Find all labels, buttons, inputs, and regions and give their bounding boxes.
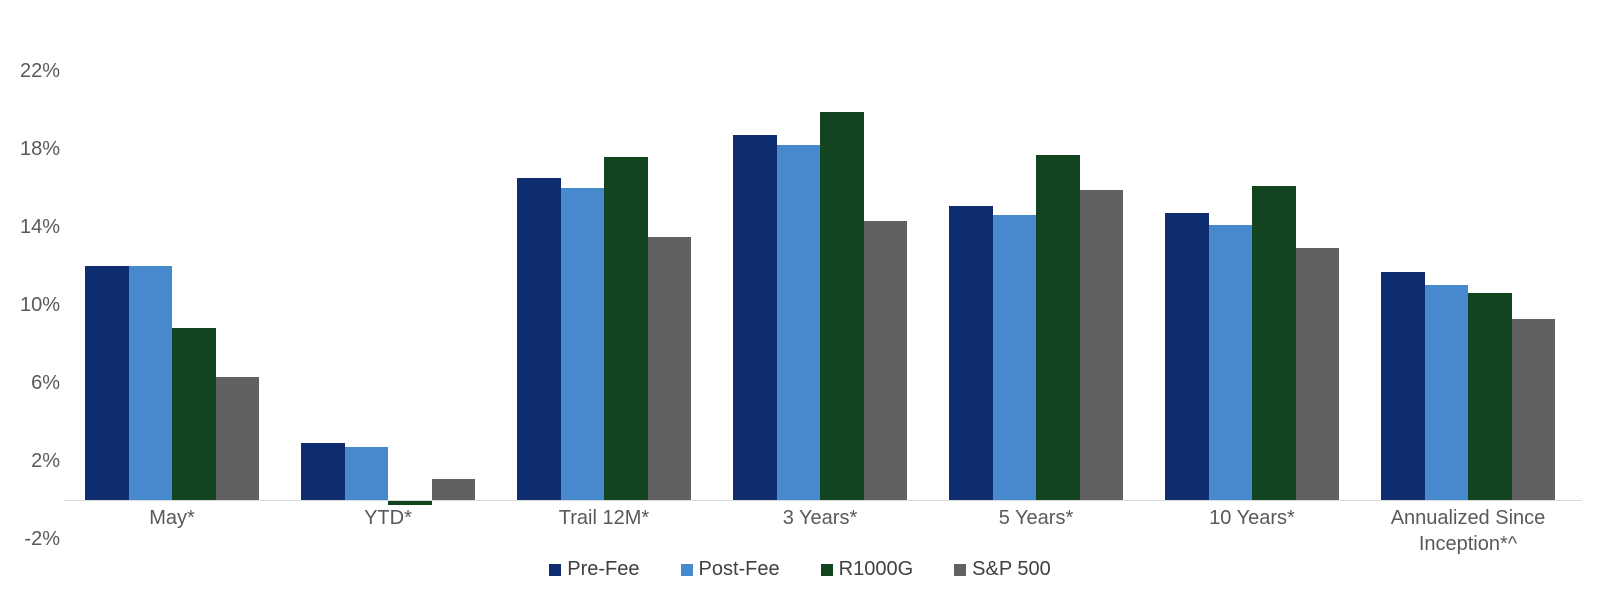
bar-s-p-500-annualized-since-inception xyxy=(1511,319,1555,500)
bar-r1000g-annualized-since-inception xyxy=(1468,293,1512,500)
x-axis-category-label-10-years: 10 Years* xyxy=(1209,507,1295,529)
legend-item-pre-fee: Pre-Fee xyxy=(549,558,640,581)
bar-post-fee-10-years xyxy=(1208,225,1252,500)
x-axis-category-label-annualized-since-inception: Annualized Since Inception*^ xyxy=(1390,507,1546,555)
bar-pre-fee-trail-12m xyxy=(517,178,561,500)
bar-pre-fee-ytd xyxy=(301,443,345,500)
bar-pre-fee-annualized-since-inception xyxy=(1381,272,1425,500)
legend-label-pre-fee: Pre-Fee xyxy=(567,558,640,580)
y-axis-tick-label: 2% xyxy=(31,450,60,472)
y-axis-tick-label: 10% xyxy=(19,294,60,316)
chart-legend: Pre-Fee Post-Fee R1000G S&P 500 xyxy=(0,558,1600,581)
legend-marker-post-fee-icon xyxy=(680,563,693,576)
x-axis-line xyxy=(64,500,1582,501)
x-axis-category-label-ytd: YTD* xyxy=(364,507,412,529)
bar-pre-fee-5-years xyxy=(949,206,993,500)
bar-r1000g-3-years xyxy=(820,112,864,500)
bar-s-p-500-10-years xyxy=(1295,248,1339,500)
legend-item-post-fee: Post-Fee xyxy=(680,558,780,581)
bar-r1000g-may xyxy=(172,328,216,500)
bar-s-p-500-ytd xyxy=(431,479,475,500)
legend-label-post-fee: Post-Fee xyxy=(698,558,780,580)
bar-s-p-500-5-years xyxy=(1079,190,1123,500)
bar-pre-fee-may xyxy=(85,266,129,500)
x-axis-category-label-3-years: 3 Years* xyxy=(782,507,858,529)
bar-pre-fee-10-years xyxy=(1165,213,1209,500)
y-axis-tick-label: -2% xyxy=(24,528,60,550)
bar-s-p-500-may xyxy=(215,377,259,500)
y-axis-tick-label: 14% xyxy=(19,216,60,238)
bar-post-fee-trail-12m xyxy=(560,188,604,500)
bar-post-fee-may xyxy=(128,266,172,500)
bar-r1000g-ytd xyxy=(388,501,432,505)
legend-item-r1000g: R1000G xyxy=(820,558,914,581)
x-axis-category-label-5-years: 5 Years* xyxy=(998,507,1074,529)
legend-item-s-p-500: S&P 500 xyxy=(954,558,1051,581)
bar-post-fee-ytd xyxy=(344,447,388,500)
bar-r1000g-10-years xyxy=(1252,186,1296,500)
y-axis-tick-label: 18% xyxy=(19,138,60,160)
legend-marker-s-p-500-icon xyxy=(954,563,967,576)
bar-r1000g-5-years xyxy=(1036,155,1080,500)
bar-s-p-500-3-years xyxy=(863,221,907,500)
y-axis-tick-label: 22% xyxy=(19,60,60,82)
legend-label-r1000g: R1000G xyxy=(838,558,914,580)
bar-post-fee-5-years xyxy=(992,215,1036,500)
bar-post-fee-annualized-since-inception xyxy=(1424,285,1468,500)
x-axis-category-label-may: May* xyxy=(149,507,195,529)
bar-r1000g-trail-12m xyxy=(604,157,648,500)
bar-s-p-500-trail-12m xyxy=(647,237,691,500)
legend-marker-r1000g-icon xyxy=(820,563,833,576)
bar-pre-fee-3-years xyxy=(733,135,777,500)
legend-label-s-p-500: S&P 500 xyxy=(972,558,1051,580)
legend-marker-pre-fee-icon xyxy=(549,563,562,576)
bar-post-fee-3-years xyxy=(776,145,820,500)
y-axis-tick-label: 6% xyxy=(31,372,60,394)
x-axis-category-label-trail-12m: Trail 12M* xyxy=(558,507,650,529)
